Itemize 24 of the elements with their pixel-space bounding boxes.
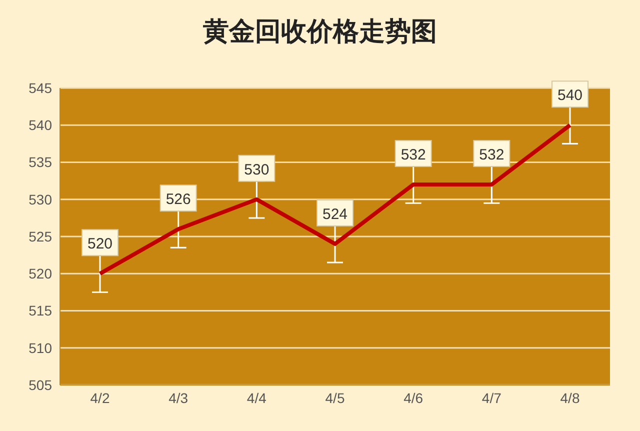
data-label: 520 <box>87 236 113 253</box>
x-tick-label: 4/6 <box>404 390 424 406</box>
data-label: 524 <box>322 206 348 223</box>
y-tick-label: 545 <box>28 80 52 96</box>
y-tick-label: 535 <box>28 154 52 170</box>
y-tick-label: 520 <box>28 266 52 282</box>
data-label: 532 <box>479 146 504 164</box>
x-tick-label: 4/7 <box>482 390 502 406</box>
y-tick-label: 515 <box>28 302 52 319</box>
x-tick-label: 4/4 <box>246 390 267 406</box>
x-tick-label: 4/5 <box>325 390 345 406</box>
y-tick-label: 540 <box>28 117 52 134</box>
data-label: 540 <box>557 87 583 104</box>
chart-title: 黄金回收价格走势图 <box>202 16 438 49</box>
x-tick-label: 4/2 <box>90 390 110 406</box>
x-tick-label: 4/8 <box>560 390 580 406</box>
data-label: 532 <box>400 146 426 164</box>
data-label: 526 <box>166 191 191 208</box>
y-tick-label: 530 <box>28 191 52 208</box>
data-label: 530 <box>244 161 270 178</box>
y-tick-label: 505 <box>28 376 52 393</box>
y-tick-label: 525 <box>28 228 52 244</box>
y-tick-label: 510 <box>28 340 52 356</box>
x-tick-label: 4/3 <box>168 390 188 406</box>
